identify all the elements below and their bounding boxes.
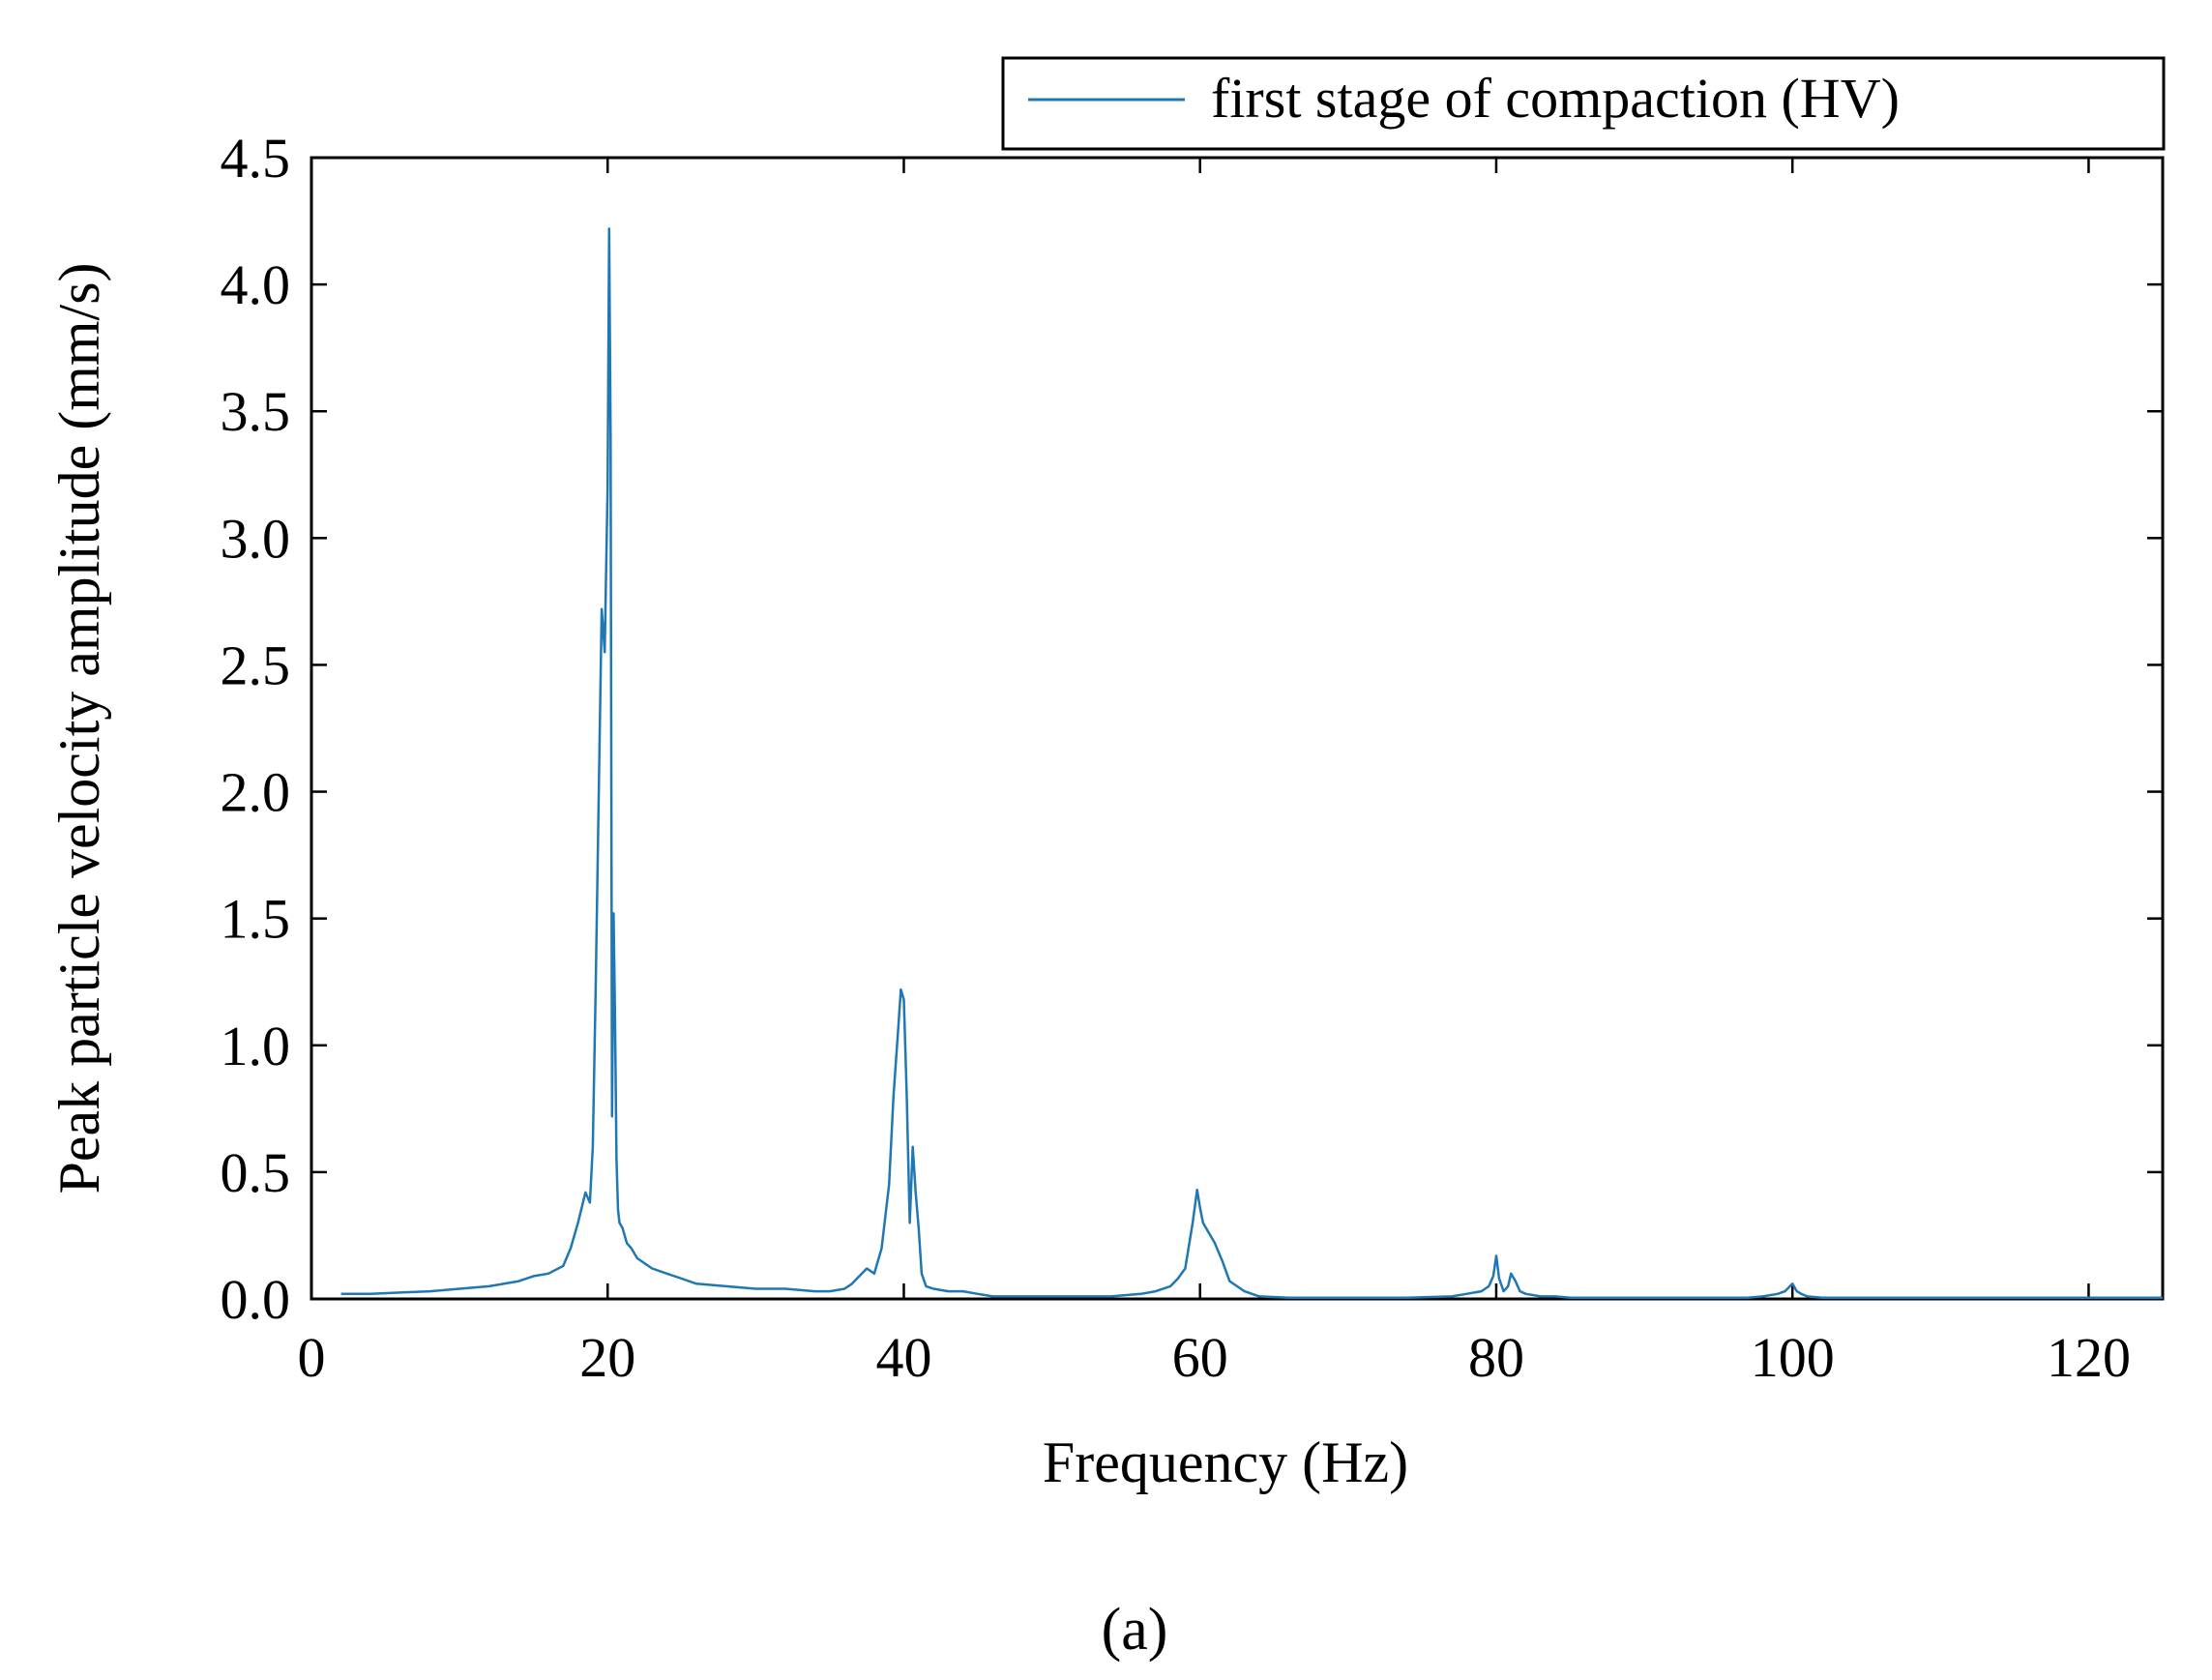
axes-frame: [310, 156, 2165, 1301]
x-axis-tick-labels: 0 20 40 60 80 100 120: [298, 1326, 2131, 1389]
y-tick-label: 1.5: [221, 888, 291, 951]
x-tick-label: 40: [875, 1326, 931, 1389]
plot-area: 0 20 40 60 80 100 120 0.0 0.5 1.0 1.5 2.0 2.5 3.0 3.5…: [221, 127, 2165, 1389]
y-tick-label: 4.0: [221, 253, 291, 316]
y-axis-tick-labels: 0.0 0.5 1.0 1.5 2.0 2.5 3.0 3.5 4.0 4.5: [221, 127, 291, 1331]
figure-caption: (a): [1102, 1597, 1168, 1663]
x-tick-label: 120: [2047, 1326, 2131, 1389]
series-line-0: [340, 227, 2163, 1299]
x-tick-label: 80: [1468, 1326, 1524, 1389]
y-tick-label: 3.0: [221, 507, 291, 570]
x-tick-label: 20: [579, 1326, 635, 1389]
y-tick-label: 0.5: [221, 1141, 291, 1204]
y-tick-label: 2.0: [221, 761, 291, 824]
legend-box: [1001, 56, 2166, 151]
x-axis-title: Frequency (Hz): [1043, 1430, 1408, 1494]
series-layer: [340, 227, 2163, 1299]
x-tick-label: 0: [298, 1326, 326, 1389]
y-tick-label: 4.5: [221, 127, 291, 190]
legend-label: first stage of compaction (HV): [1211, 67, 1900, 130]
y-axis-ticks: [311, 156, 2163, 1301]
y-tick-label: 2.5: [221, 634, 291, 696]
y-tick-label: 0.0: [221, 1268, 291, 1331]
x-tick-label: 60: [1172, 1326, 1228, 1389]
y-axis-title: Peak particle velocity amplitude (mm/s): [47, 262, 111, 1194]
x-tick-label: 100: [1751, 1326, 1835, 1389]
y-tick-label: 1.0: [221, 1015, 291, 1077]
x-axis-ticks: [310, 158, 2090, 1299]
y-tick-label: 3.5: [221, 380, 291, 443]
legend: first stage of compaction (HV): [1001, 56, 2166, 151]
